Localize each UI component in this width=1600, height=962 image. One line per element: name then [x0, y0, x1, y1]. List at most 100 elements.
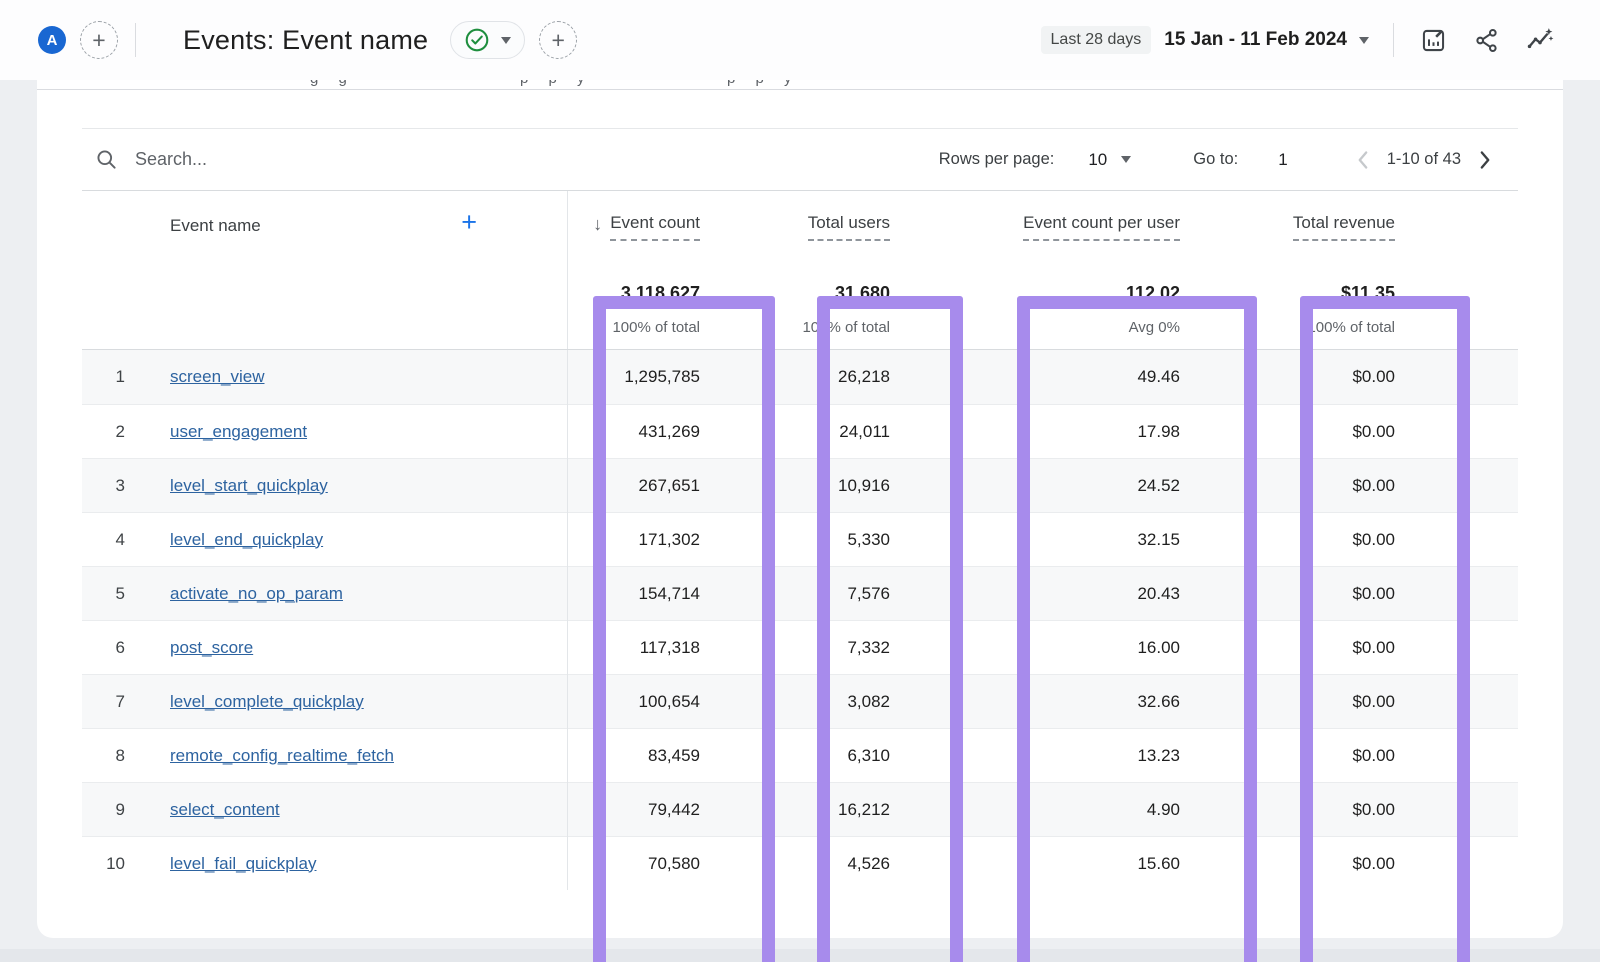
total-revenue-value: $0.00	[1352, 367, 1395, 386]
column-header-event-count[interactable]: ↓ Event count	[593, 213, 700, 241]
event-name-column-header: Event name	[170, 216, 261, 235]
header-divider	[135, 23, 136, 57]
add-column-button[interactable]: +	[461, 207, 477, 237]
previous-page-icon[interactable]	[1356, 149, 1371, 171]
date-range-value[interactable]: 15 Jan - 11 Feb 2024	[1164, 29, 1347, 50]
event-count-per-user-value: 24.52	[1137, 475, 1180, 495]
event-count-per-user-value: 16.00	[1137, 637, 1180, 657]
row-index: 4	[115, 529, 125, 549]
table-row: 3 level_start_quickplay 267,651 10,916 2…	[82, 458, 1518, 512]
search-icon	[95, 148, 118, 171]
insights-icon[interactable]	[1526, 26, 1554, 54]
share-icon[interactable]	[1473, 27, 1500, 54]
avatar[interactable]: A	[38, 26, 66, 54]
date-range-preset-chip: Last 28 days	[1040, 26, 1152, 54]
row-index: 6	[115, 637, 125, 657]
table-row: 9 select_content 79,442 16,212 4.90 $0.0…	[82, 782, 1518, 836]
event-name-link[interactable]: level_end_quickplay	[170, 529, 324, 549]
table-row: 8 remote_config_realtime_fetch 83,459 6,…	[82, 728, 1518, 782]
page-title: Events: Event name	[183, 24, 429, 55]
total-revenue-value: $0.00	[1352, 799, 1395, 819]
total-revenue-value: $0.00	[1352, 691, 1395, 711]
clipped-text-fragment: g g	[310, 80, 355, 87]
event-count-per-user-value: 20.43	[1137, 583, 1180, 603]
header-divider	[1393, 23, 1394, 57]
chevron-down-icon	[501, 36, 512, 44]
event-name-link[interactable]: select_content	[170, 799, 280, 819]
total-revenue-value: $0.00	[1352, 421, 1395, 441]
chevron-down-icon	[1121, 156, 1132, 163]
event-name-link[interactable]: user_engagement	[170, 421, 308, 441]
table-row: 5 activate_no_op_param 154,714 7,576 20.…	[82, 566, 1518, 620]
go-to-input[interactable]: 1	[1278, 149, 1288, 169]
event-name-link[interactable]: screen_view	[170, 367, 265, 386]
table-row: 7 level_complete_quickplay 100,654 3,082…	[82, 674, 1518, 728]
total-users-caption: 100% of total	[802, 319, 890, 336]
dimension-selector-pill[interactable]	[450, 21, 526, 59]
table-row: 2 user_engagement 431,269 24,011 17.98 $…	[82, 404, 1518, 458]
clipped-text-fragment: p p y	[727, 80, 800, 87]
total-revenue-value: $0.00	[1352, 745, 1395, 765]
customize-report-icon[interactable]	[1420, 27, 1447, 54]
event-count-per-user-caption: Avg 0%	[1128, 319, 1180, 336]
next-page-icon[interactable]	[1477, 149, 1492, 171]
event-count-value: 171,302	[638, 529, 700, 549]
total-users-value: 26,218	[838, 367, 890, 386]
search-input[interactable]	[135, 149, 455, 170]
total-users-value: 24,011	[839, 421, 890, 441]
table-row: 1 screen_view 1,295,785 26,218 49.46 $0.…	[82, 350, 1518, 404]
event-count-value: 100,654	[638, 691, 700, 711]
report-card: g g p p y p p y Rows per page:	[37, 80, 1563, 962]
table-row: 4 level_end_quickplay 171,302 5,330 32.1…	[82, 512, 1518, 566]
total-users-value: 3,082	[847, 691, 890, 711]
event-name-link[interactable]: activate_no_op_param	[170, 583, 343, 603]
event-count-per-user-value: 4.90	[1146, 799, 1180, 819]
event-count-per-user-total: 112.02	[1125, 283, 1180, 303]
table-row: 10 level_fail_quickplay 70,580 4,526 15.…	[82, 836, 1518, 890]
row-index: 5	[115, 583, 125, 603]
go-to-label: Go to:	[1193, 150, 1239, 168]
total-revenue-value: $0.00	[1352, 529, 1395, 549]
total-revenue-value: $0.00	[1352, 853, 1395, 873]
clipped-text-row: g g p p y p p y	[37, 80, 1563, 90]
check-circle-icon	[464, 27, 490, 53]
event-count-value: 70,580	[648, 853, 700, 873]
row-index: 7	[115, 691, 125, 711]
column-divider	[567, 190, 568, 890]
row-index: 10	[106, 853, 125, 873]
total-users-value: 4,526	[847, 853, 890, 873]
add-comparison-button[interactable]: +	[80, 21, 118, 59]
row-index: 8	[115, 745, 125, 765]
app-header: A + Events: Event name + Last 28 days 15…	[0, 0, 1600, 80]
clipped-text-fragment: p p y	[520, 80, 593, 87]
table-row: 6 post_score 117,318 7,332 16.00 $0.00	[82, 620, 1518, 674]
total-revenue-total: $11.35	[1340, 283, 1395, 303]
row-index: 2	[115, 421, 125, 441]
event-count-value: 1,295,785	[624, 367, 700, 386]
event-name-link[interactable]: remote_config_realtime_fetch	[170, 745, 394, 765]
rows-per-page-select[interactable]: 10	[1088, 150, 1132, 170]
total-revenue-value: $0.00	[1352, 475, 1395, 495]
date-range-chevron-icon[interactable]	[1359, 36, 1369, 44]
header-right-controls: Last 28 days 15 Jan - 11 Feb 2024	[1040, 23, 1554, 57]
rows-per-page-label: Rows per page:	[938, 150, 1055, 168]
event-count-caption: 100% of total	[612, 319, 700, 336]
event-name-link[interactable]: post_score	[170, 637, 254, 657]
row-index: 1	[115, 367, 125, 386]
event-name-link[interactable]: level_complete_quickplay	[170, 691, 364, 711]
column-header-total-revenue[interactable]: Total revenue	[1292, 213, 1395, 241]
event-count-value: 79,442	[648, 799, 700, 819]
event-name-link[interactable]: level_fail_quickplay	[170, 853, 317, 873]
total-revenue-caption: 100% of total	[1307, 319, 1395, 336]
total-revenue-value: $0.00	[1352, 583, 1395, 603]
column-header-event-count-per-user[interactable]: Event count per user	[1023, 213, 1180, 241]
event-count-per-user-value: 32.66	[1137, 691, 1180, 711]
event-count-value: 83,459	[648, 745, 700, 765]
add-dimension-button[interactable]: +	[539, 21, 578, 59]
total-users-value: 10,916	[838, 475, 890, 495]
row-index: 3	[115, 475, 125, 495]
total-users-value: 7,576	[847, 583, 890, 603]
column-header-total-users[interactable]: Total users	[807, 213, 890, 241]
event-name-link[interactable]: level_start_quickplay	[170, 475, 328, 495]
event-count-value: 154,714	[638, 583, 700, 603]
